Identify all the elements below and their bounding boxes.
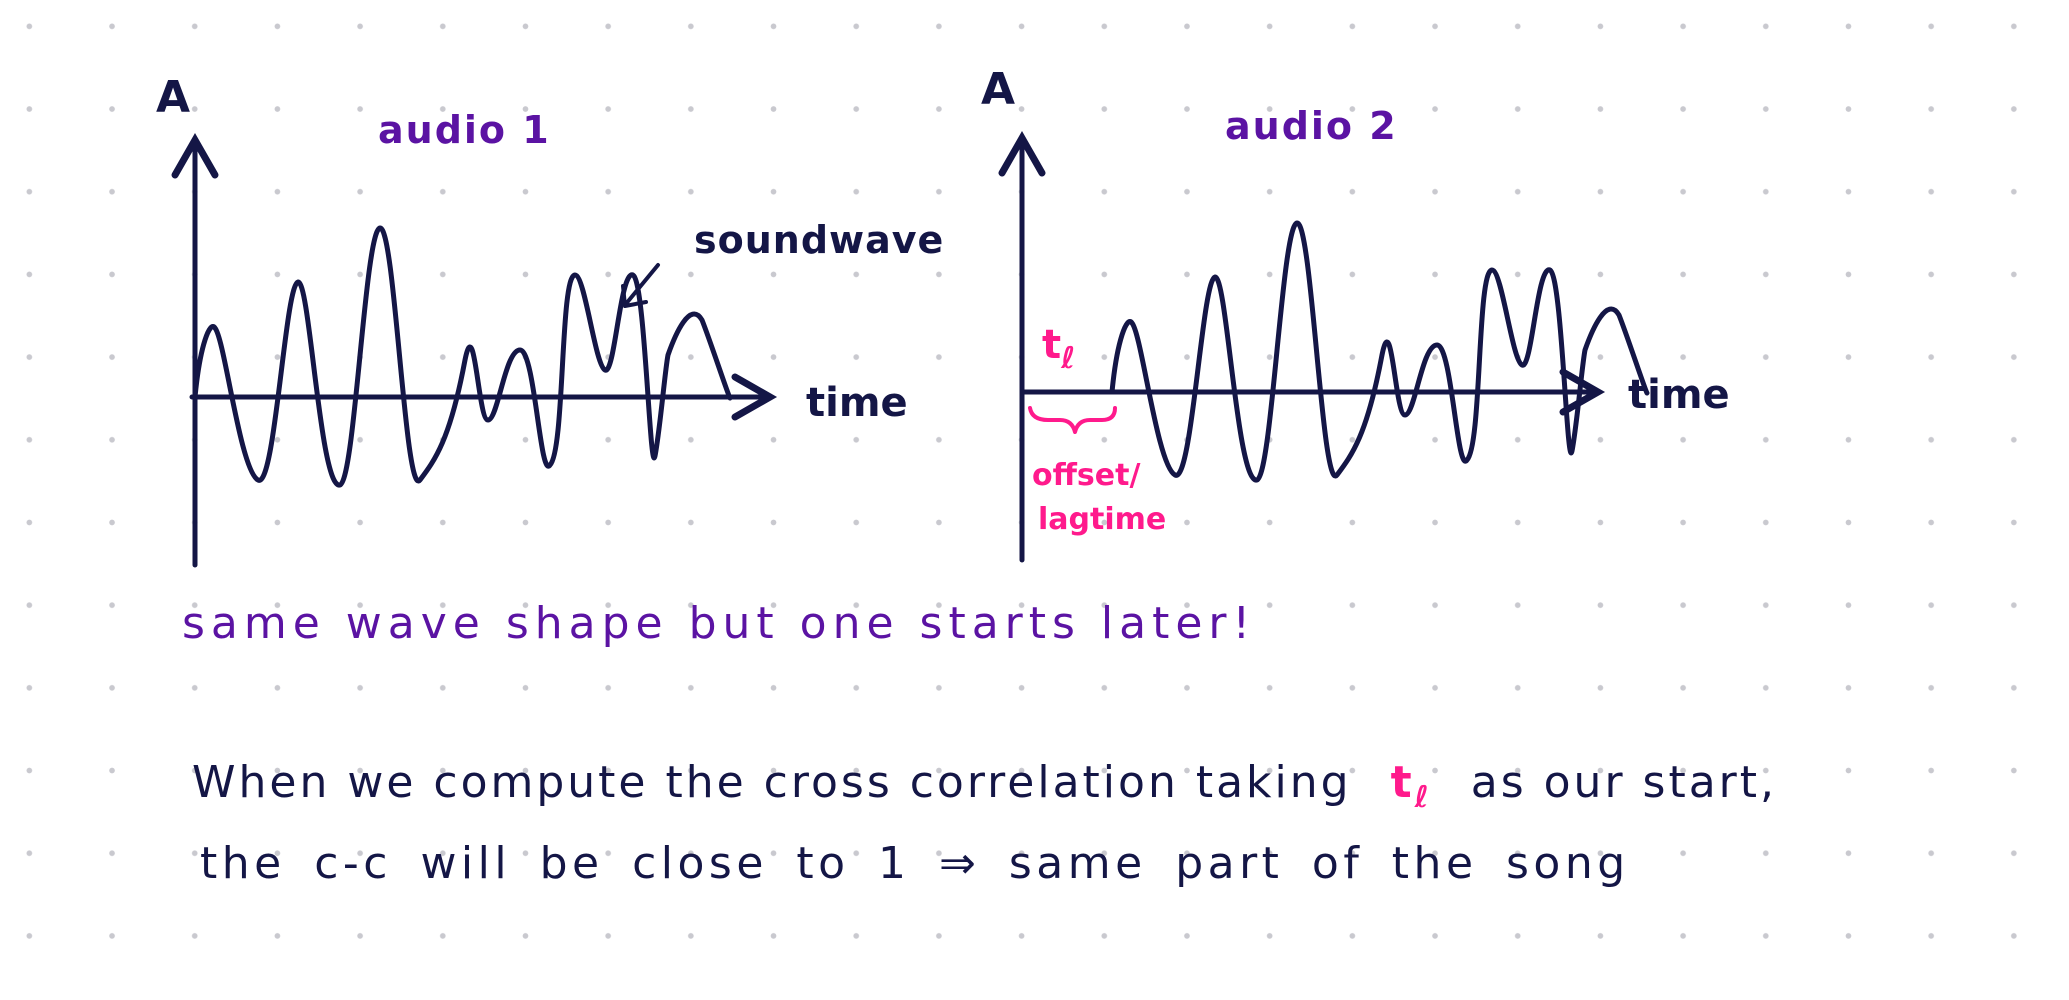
plot2-lag-symbol: tℓ [1042,322,1075,376]
explanation-lag-subscript: ℓ [1414,780,1432,815]
note-same-wave: same wave shape but one starts later! [182,598,1257,649]
lag-symbol-t: t [1042,322,1062,368]
plot2-soundwave [1109,220,1650,483]
explanation-lag-t: t [1390,757,1415,808]
lag-symbol-subscript: ℓ [1061,341,1076,376]
plot1-title: audio 1 [378,108,551,152]
soundwave-label: soundwave [694,218,945,262]
plot1-soundwave [192,225,733,488]
explanation-line1: When we compute the cross correlation ta… [192,757,1777,815]
plot2-y-label: A [981,64,1016,115]
soundwave-arrow [623,263,660,307]
plot1-x-label: time [806,380,908,426]
soundwave-arrow-head [621,284,648,308]
plot2-lag-label-line2: lagtime [1038,502,1167,537]
explanation-lag-symbol: tℓ [1390,757,1432,815]
explanation-line1-part1: When we compute the cross correlation ta… [192,757,1352,808]
plot2-lag-label-line1: offset/ [1032,458,1141,493]
plot2-title: audio 2 [1225,104,1398,148]
lag-brace [1028,406,1117,434]
explanation-line1-part2: as our start, [1470,757,1777,808]
plot2-x-label: time [1628,372,1730,418]
explanation-line2: the c-c will be close to 1 ⇒ same part o… [200,838,1630,889]
plot1-y-label: A [156,72,191,123]
